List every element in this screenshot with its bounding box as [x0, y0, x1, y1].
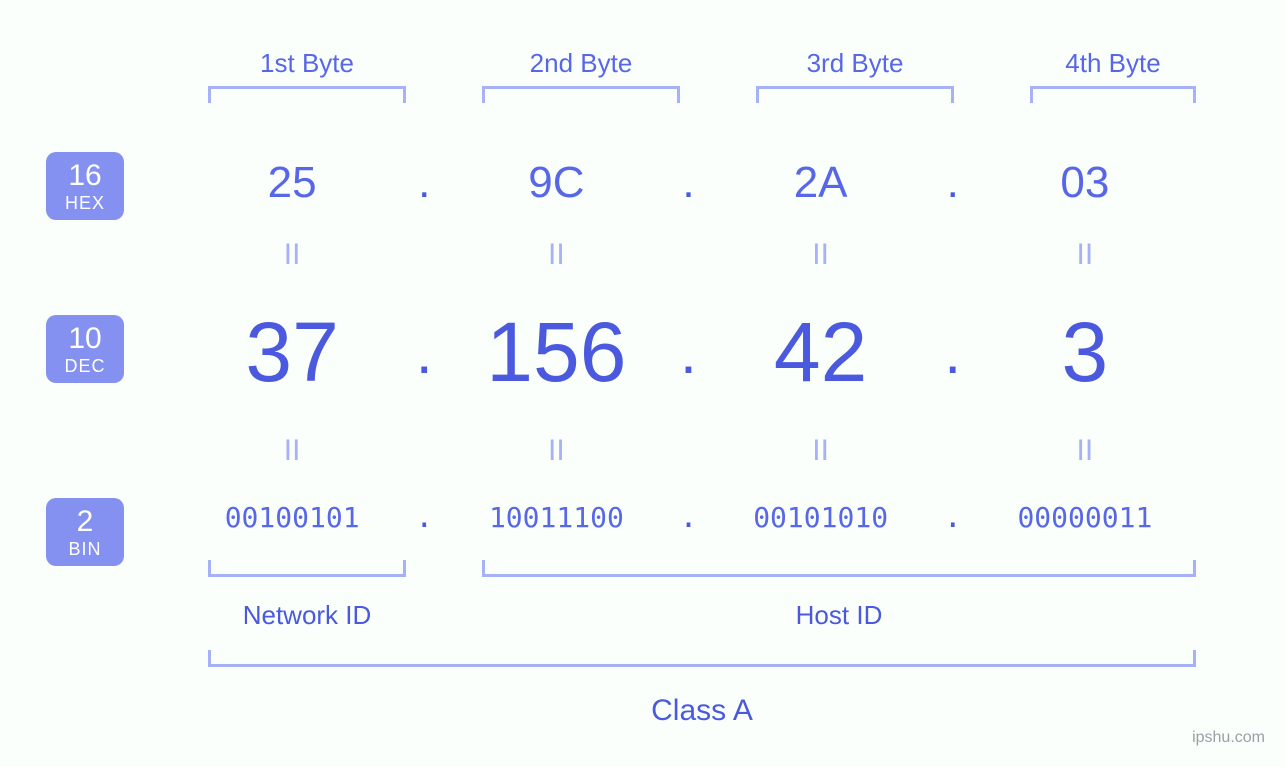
row-hex: 25 . 9C . 2A . 03 [180, 158, 1197, 208]
equals-icon: II [973, 238, 1197, 272]
badge-bin-label: BIN [46, 540, 124, 559]
bracket-class [208, 650, 1196, 667]
bracket-top-3 [756, 86, 954, 103]
hex-byte-3: 2A [709, 158, 933, 208]
bracket-top-2 [482, 86, 680, 103]
hex-byte-2: 9C [444, 158, 668, 208]
row-dec: 37 . 156 . 42 . 3 [180, 304, 1197, 401]
dot-icon: . [404, 500, 444, 535]
dec-byte-1: 37 [180, 304, 404, 401]
row-equals-1: II II II II [180, 238, 1197, 272]
badge-hex-num: 16 [46, 160, 124, 192]
label-class: Class A [208, 694, 1196, 728]
dot-icon: . [404, 318, 444, 387]
hex-byte-1: 25 [180, 158, 404, 208]
badge-hex-label: HEX [46, 194, 124, 213]
dot-icon: . [933, 318, 973, 387]
byte-header-1: 1st Byte [208, 48, 406, 79]
dot-icon: . [933, 500, 973, 535]
equals-icon: II [444, 238, 668, 272]
badge-bin-num: 2 [46, 506, 124, 538]
label-network-id: Network ID [208, 600, 406, 631]
ip-diagram: 1st Byte 2nd Byte 3rd Byte 4th Byte 16 H… [0, 0, 1285, 767]
bin-byte-1: 00100101 [180, 501, 404, 534]
equals-icon: II [973, 434, 1197, 468]
equals-icon: II [444, 434, 668, 468]
dec-byte-3: 42 [709, 304, 933, 401]
badge-bin: 2 BIN [46, 498, 124, 566]
watermark: ipshu.com [1192, 729, 1265, 747]
bin-byte-2: 10011100 [444, 501, 668, 534]
byte-header-4: 4th Byte [1030, 48, 1196, 79]
bracket-top-4 [1030, 86, 1196, 103]
badge-dec: 10 DEC [46, 315, 124, 383]
badge-dec-num: 10 [46, 323, 124, 355]
bracket-top-1 [208, 86, 406, 103]
bin-byte-4: 00000011 [973, 501, 1197, 534]
byte-header-2: 2nd Byte [482, 48, 680, 79]
byte-header-3: 3rd Byte [756, 48, 954, 79]
dot-icon: . [933, 158, 973, 208]
dot-icon: . [669, 318, 709, 387]
dot-icon: . [404, 158, 444, 208]
equals-icon: II [709, 434, 933, 468]
equals-icon: II [180, 238, 404, 272]
dec-byte-4: 3 [973, 304, 1197, 401]
bracket-network [208, 560, 406, 577]
row-bin: 00100101 . 10011100 . 00101010 . 0000001… [180, 500, 1197, 535]
hex-byte-4: 03 [973, 158, 1197, 208]
dot-icon: . [669, 158, 709, 208]
equals-icon: II [180, 434, 404, 468]
equals-icon: II [709, 238, 933, 272]
badge-dec-label: DEC [46, 357, 124, 376]
label-host-id: Host ID [482, 600, 1196, 631]
bracket-host [482, 560, 1196, 577]
dot-icon: . [669, 500, 709, 535]
badge-hex: 16 HEX [46, 152, 124, 220]
dec-byte-2: 156 [444, 304, 668, 401]
row-equals-2: II II II II [180, 434, 1197, 468]
bin-byte-3: 00101010 [709, 501, 933, 534]
